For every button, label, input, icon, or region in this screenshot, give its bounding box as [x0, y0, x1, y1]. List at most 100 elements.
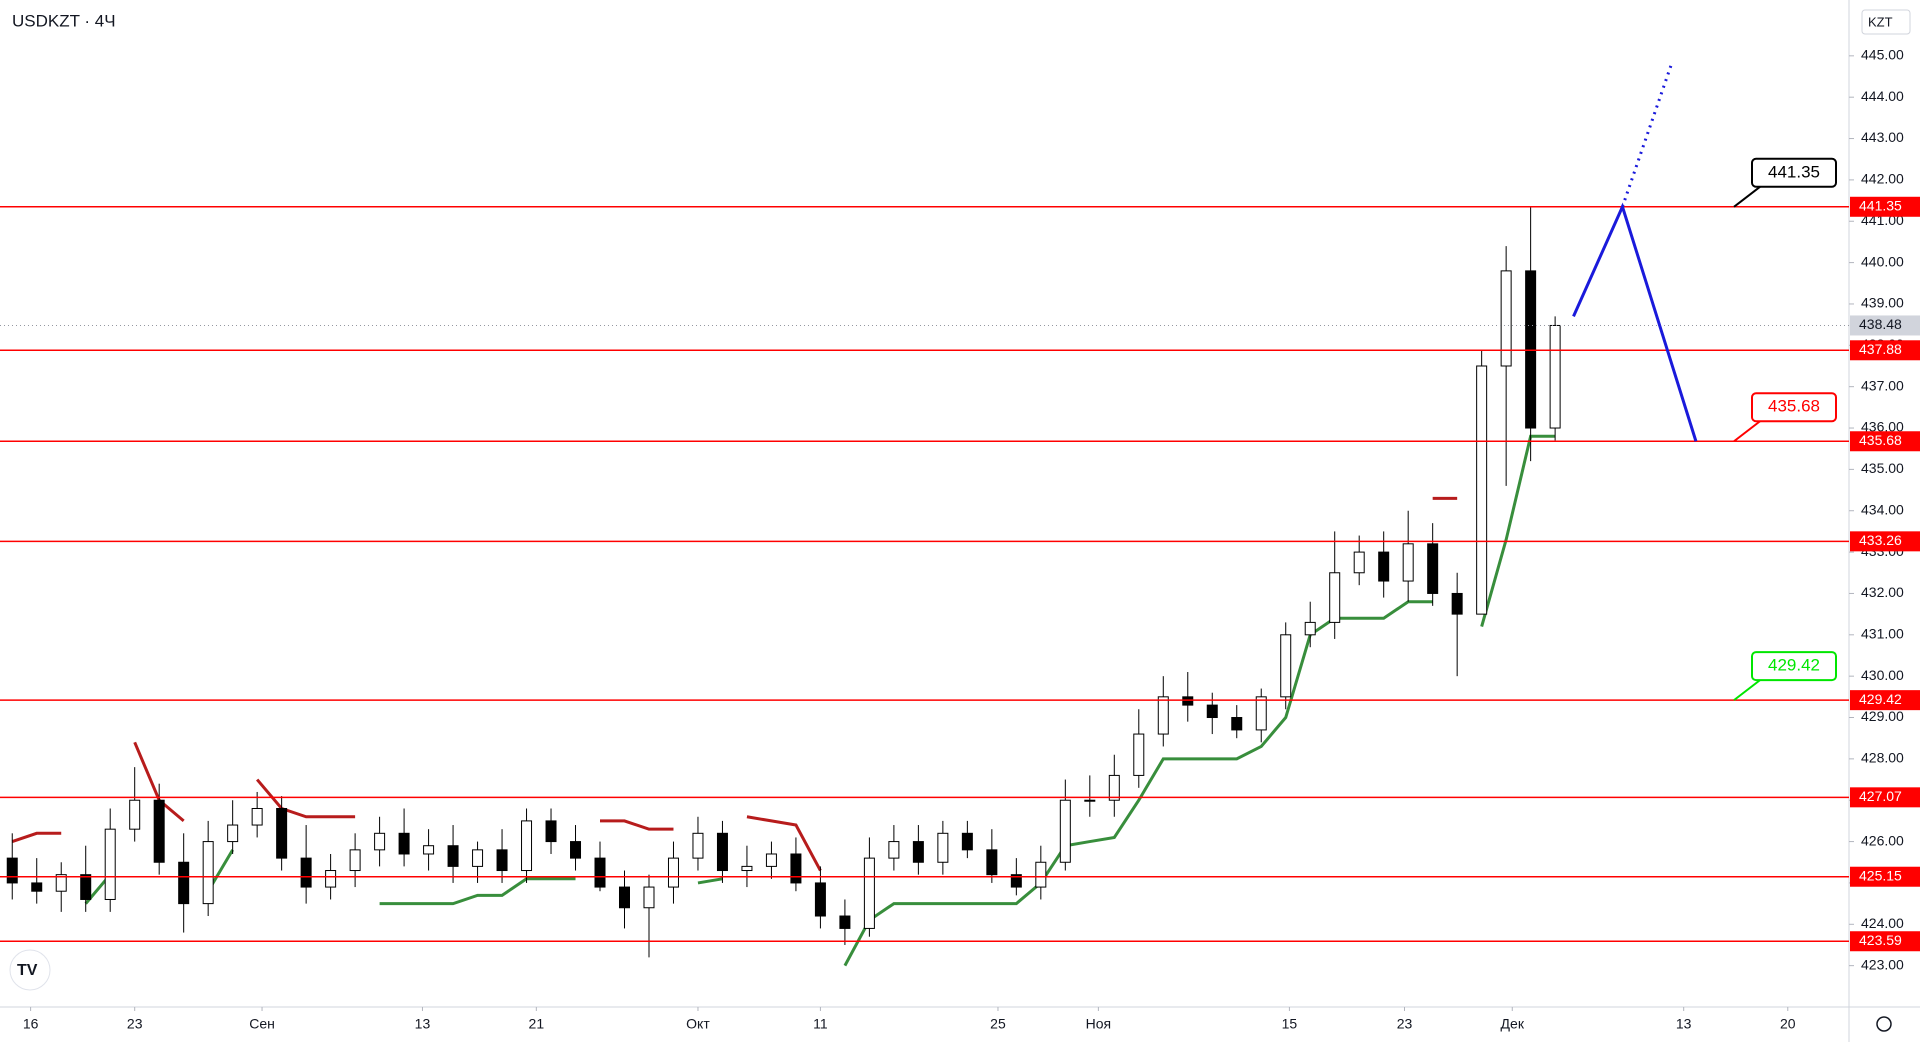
candle-body [937, 832, 949, 863]
callout-box [1751, 157, 1837, 188]
currency-label[interactable]: KZT [1868, 14, 1893, 29]
candle-body [1206, 704, 1218, 719]
x-tick-label: 16 [23, 1016, 39, 1032]
y-tick-label: 430.00 [1861, 667, 1904, 683]
callout-label: 429.42 [1768, 656, 1820, 675]
candle-body [374, 832, 386, 851]
candle-body [986, 849, 998, 876]
candle-body [178, 861, 190, 905]
candle-body [349, 849, 361, 872]
y-tick-label: 440.00 [1861, 253, 1904, 269]
candle-body [1059, 799, 1071, 863]
y-tick-label: 436.00 [1861, 419, 1904, 435]
svg-text:TV: TV [17, 962, 38, 979]
candle-body [643, 886, 655, 909]
candle-body [741, 865, 753, 872]
candle-body [104, 828, 116, 900]
level-label: 433.26 [1859, 532, 1902, 548]
y-tick-label: 432.00 [1861, 584, 1904, 600]
candle-body [1157, 696, 1169, 735]
candle-body [790, 853, 802, 884]
candle-body [521, 820, 533, 872]
candle-body [545, 820, 557, 843]
candle-body [80, 874, 92, 900]
candle-body [570, 841, 582, 859]
level-label-box [1850, 787, 1920, 808]
y-tick-label: 442.00 [1861, 171, 1904, 187]
candle-body [1035, 861, 1047, 888]
candle-body [1525, 270, 1537, 429]
chart-title: USDKZT · 4Ч [12, 11, 116, 30]
x-tick-label: 15 [1282, 1016, 1298, 1032]
x-tick-label: 13 [415, 1016, 431, 1032]
candle-body [447, 845, 459, 867]
candle-body [398, 832, 410, 855]
y-tick-label: 424.00 [1861, 915, 1904, 931]
level-label: 429.42 [1859, 691, 1902, 707]
candle-body [1549, 324, 1561, 429]
y-tick-label: 443.00 [1861, 129, 1904, 145]
candle-body [888, 841, 900, 859]
last-price-label: 438.48 [1859, 316, 1902, 332]
y-tick-label: 434.00 [1861, 501, 1904, 517]
callout-pointer [1733, 420, 1761, 443]
candle-body [863, 857, 875, 929]
candle-body [1402, 543, 1414, 582]
candle-body [1427, 543, 1439, 594]
level-label: 441.35 [1859, 197, 1902, 213]
candle-body [1108, 774, 1120, 801]
candle-body [251, 807, 263, 826]
callout-label: 435.68 [1768, 397, 1820, 416]
currency-button[interactable] [1861, 9, 1911, 35]
candle-body [472, 849, 484, 867]
y-tick-label: 439.00 [1861, 295, 1904, 311]
candle-body [227, 824, 239, 843]
candle-body [423, 845, 435, 855]
x-tick-label: Сен [249, 1016, 275, 1032]
candle-body [202, 841, 214, 905]
level-label: 427.07 [1859, 788, 1902, 804]
candle-body [6, 857, 18, 884]
x-tick-label: Ноя [1086, 1016, 1111, 1032]
candle-body [1304, 621, 1316, 636]
candle-body [1255, 696, 1267, 731]
callout-pointer [1733, 185, 1761, 208]
level-label-box [1850, 531, 1920, 552]
candle-body [814, 882, 826, 917]
candle-body [31, 882, 43, 892]
level-label: 425.15 [1859, 867, 1902, 883]
candle-body [325, 870, 337, 888]
candle-body [1476, 365, 1488, 615]
x-tick-label: 23 [1397, 1016, 1413, 1032]
candle-body [1329, 572, 1341, 623]
y-tick-label: 426.00 [1861, 832, 1904, 848]
callout-box [1751, 392, 1837, 423]
y-tick-label: 437.00 [1861, 377, 1904, 393]
candle-body [594, 857, 606, 888]
supertrend-up [84, 434, 1556, 967]
x-tick-label: 25 [990, 1016, 1006, 1032]
candle-body [129, 799, 141, 830]
level-label-box [1850, 196, 1920, 217]
level-label: 435.68 [1859, 432, 1902, 448]
candle-body [765, 853, 777, 867]
y-tick-label: 445.00 [1861, 47, 1904, 63]
candle-body [276, 807, 288, 859]
candle-body [1133, 733, 1145, 776]
candle-body [1378, 551, 1390, 582]
level-label-box [1850, 431, 1920, 452]
callout-box [1751, 651, 1837, 682]
callout-pointer [1733, 679, 1761, 701]
candle-body [496, 849, 508, 872]
candle-body [961, 832, 973, 851]
x-tick-label: 11 [813, 1016, 828, 1032]
settings-icon[interactable] [1876, 1016, 1892, 1032]
candle-body [1084, 799, 1096, 802]
last-price-box [1850, 315, 1920, 336]
tv-logo: TV [9, 949, 51, 991]
level-label-box [1850, 866, 1920, 887]
level-label: 423.59 [1859, 932, 1902, 948]
x-tick-label: Дек [1501, 1016, 1525, 1032]
